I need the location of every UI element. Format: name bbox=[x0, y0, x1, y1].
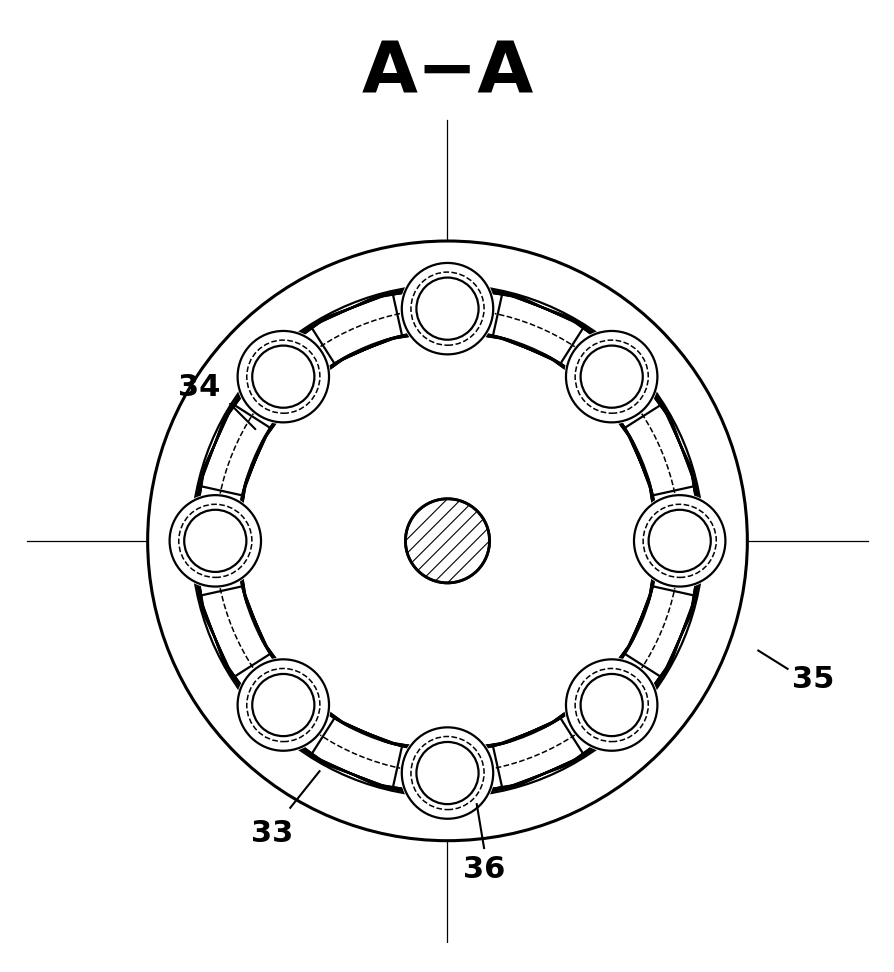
Circle shape bbox=[148, 241, 746, 841]
Text: 35: 35 bbox=[791, 665, 833, 694]
Text: 33: 33 bbox=[250, 818, 292, 848]
Circle shape bbox=[400, 725, 494, 820]
Text: A−A: A−A bbox=[361, 38, 533, 107]
Circle shape bbox=[237, 330, 657, 751]
Circle shape bbox=[400, 261, 494, 356]
Circle shape bbox=[235, 330, 331, 424]
Text: 34: 34 bbox=[178, 373, 220, 401]
Circle shape bbox=[405, 499, 489, 583]
Circle shape bbox=[563, 330, 659, 424]
Circle shape bbox=[631, 494, 727, 588]
Circle shape bbox=[235, 657, 331, 752]
Circle shape bbox=[563, 657, 659, 752]
Circle shape bbox=[167, 494, 263, 588]
Circle shape bbox=[191, 285, 703, 797]
Text: 36: 36 bbox=[462, 855, 505, 885]
